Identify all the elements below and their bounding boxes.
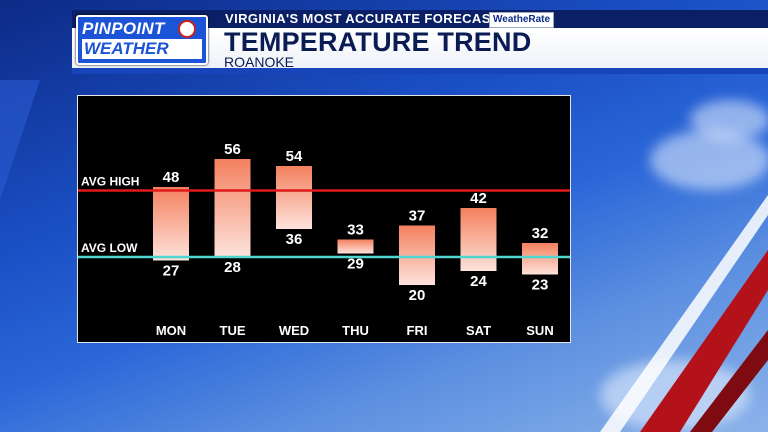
logo-top-text: PINPOINT [82,19,165,38]
temp-range-bar [153,187,189,261]
low-value-label: 23 [532,277,549,294]
temp-range-bar [337,239,374,254]
day-label: TUE [220,323,246,338]
page-title: TEMPERATURE TREND [224,27,532,57]
weatherate-badge: WeatheRate [489,12,555,28]
high-value-label: 33 [347,222,364,239]
high-value-label: 48 [163,169,180,186]
pinpoint-weather-logo: PINPOINT WEATHER [76,15,208,65]
logo-box: PINPOINT WEATHER [76,15,208,65]
logo-bottom-text: WEATHER [82,39,202,59]
day-label: SAT [466,323,491,338]
day-label: SUN [526,323,553,338]
temp-range-bar [522,243,558,275]
day-label: FRI [407,323,428,338]
header-strip [72,10,768,28]
red-streak [640,250,768,432]
temp-range-bar [460,208,497,271]
high-value-label: 56 [224,141,241,158]
day-label: THU [342,323,369,338]
avg-low-label: AVG LOW [81,241,138,255]
temp-range-bar [276,166,312,229]
low-value-label: 28 [224,259,241,276]
blue-streak [0,80,40,200]
low-value-label: 27 [163,263,180,280]
high-value-label: 54 [286,148,303,165]
low-value-label: 29 [347,256,364,273]
high-value-label: 42 [470,190,487,207]
low-value-label: 24 [470,273,487,290]
dark-red-streak [690,330,768,432]
temp-range-bar [399,225,435,285]
page-subtitle: ROANOKE [224,54,295,70]
low-value-label: 20 [409,287,426,304]
chart-panel: 48 27 MON 56 28 TUE 54 36 WED 33 29 THU 37 20 FRI 42 24 S… [77,95,571,343]
temp-range-bar [214,159,251,257]
white-streak [600,195,768,432]
pin-icon [178,20,196,38]
high-value-label: 37 [409,208,426,225]
slogan: VIRGINIA'S MOST ACCURATE FORECAST [225,11,500,26]
high-value-label: 32 [532,225,549,242]
low-value-label: 36 [286,231,303,248]
avg-high-label: AVG HIGH [81,175,139,189]
title-bar-accent [72,68,768,74]
temperature-chart: 48 27 MON 56 28 TUE 54 36 WED 33 29 THU 37 20 FRI 42 24 S… [78,141,570,338]
day-label: MON [156,323,186,338]
cloud-shape [650,130,768,190]
day-label: WED [279,323,309,338]
cloud-shape [690,100,768,140]
